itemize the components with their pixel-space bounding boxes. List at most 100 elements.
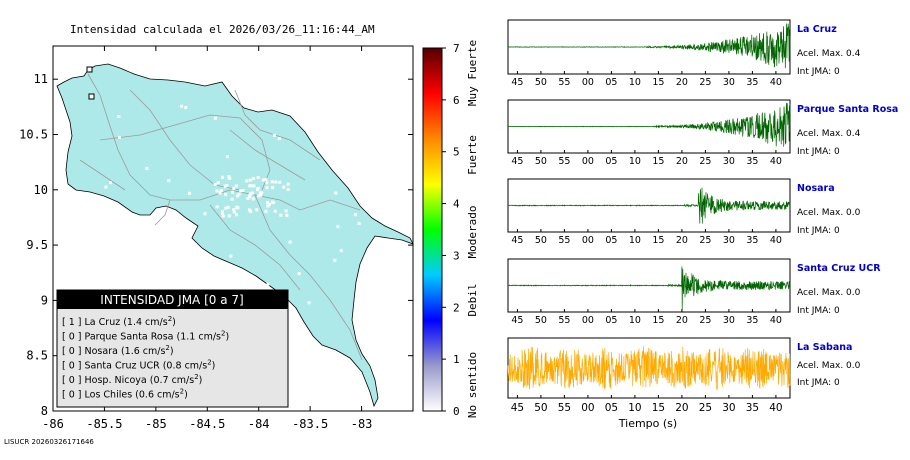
town-marker [216, 262, 220, 266]
trace-x-tick-label: 45 [511, 402, 524, 414]
trace-x-tick-label: 40 [769, 402, 782, 414]
town-marker [252, 177, 256, 181]
town-marker [265, 181, 269, 185]
town-marker [336, 225, 340, 229]
station-intensity: Int JMA: 0 [797, 306, 840, 316]
town-marker [288, 240, 292, 244]
map-legend: INTENSIDAD JMA [0 a 7] [ 1 ] La Cruz (1.… [56, 289, 289, 408]
trace-x-tick-label: 35 [746, 77, 758, 88]
trace-line [508, 102, 791, 147]
station-intensity: Int JMA: 0 [797, 67, 840, 77]
station-accel: Acel. Max. 0.4 [797, 49, 861, 59]
trace-x-tick-label: 50 [534, 402, 547, 414]
trace-x-tick-label: 20 [676, 235, 688, 246]
map-y-tick-label: 10.5 [19, 127, 48, 141]
colorbar-class-label: Debil [466, 283, 479, 316]
trace-x-tick-label: 25 [699, 77, 711, 88]
trace-x-tick-label: 00 [581, 402, 594, 414]
town-markers [103, 104, 361, 321]
map-y-tick-label: 8 [41, 404, 48, 418]
trace-panel: 45 50 55 00 05 10 15 20 25 30 35 40 Santa Cruz UCR Ac… [507, 258, 881, 326]
station-intensity: Int JMA: 0 [797, 147, 840, 157]
town-marker [180, 104, 183, 108]
town-marker [247, 194, 251, 198]
town-marker [234, 184, 238, 188]
town-marker [227, 175, 231, 178]
town-marker [144, 244, 148, 248]
town-marker [221, 175, 225, 179]
town-marker [248, 178, 252, 182]
town-marker [250, 184, 254, 188]
town-marker [266, 200, 270, 204]
town-marker [145, 166, 149, 170]
seismogram-panels: 45 50 55 00 05 10 15 20 25 30 35 40 La Cruz Acel. Max… [507, 19, 898, 414]
map-x-tick-label: -86 [42, 417, 64, 431]
trace-x-tick-label: 30 [723, 156, 735, 167]
town-marker [232, 208, 236, 212]
town-marker [286, 188, 290, 191]
town-marker [235, 205, 239, 209]
town-marker [259, 193, 263, 197]
trace-x-tick-label: 20 [676, 156, 688, 167]
page-title: Intensidad calculada el 2026/03/26_11:16… [70, 23, 375, 36]
trace-x-tick-label: 50 [535, 156, 547, 167]
station-accel: Acel. Max. 0.0 [797, 208, 861, 218]
trace-x-tick-label: 00 [582, 315, 594, 326]
legend-item: [ 0 ] Los Chiles (0.6 cm/s2) [62, 388, 188, 401]
town-marker [257, 194, 260, 198]
trace-x-tick-label: 10 [629, 77, 641, 88]
town-marker [225, 155, 229, 159]
town-marker [248, 184, 252, 188]
trace-x-tick-label: 15 [652, 235, 664, 246]
colorbar-tick-label: 0 [453, 405, 460, 418]
map-x-tick-label: -85 [145, 417, 167, 431]
trace-x-tick-label: 30 [722, 402, 735, 414]
town-marker [225, 184, 229, 187]
station-accel: Acel. Max. 0.0 [797, 361, 861, 371]
town-marker [213, 116, 217, 120]
town-marker [319, 139, 323, 143]
station-name: La Sabana [797, 342, 852, 353]
legend-item: [ 0 ] Santa Cruz UCR (0.8 cm/s2) [62, 359, 215, 372]
town-marker [264, 178, 268, 182]
legend-item: [ 1 ] La Cruz (1.4 cm/s2) [62, 315, 176, 328]
town-marker [249, 209, 253, 213]
trace-x-tick-label: 50 [535, 77, 547, 88]
trace-x-tick-label: 35 [746, 235, 758, 246]
trace-panel: 45 50 55 00 05 10 15 20 25 30 35 40 Nosara Acel. Max.… [507, 178, 861, 246]
map-y-tick-label: 9 [41, 293, 48, 307]
map-y-axis: 11 10.5 10 9.5 9 8.5 8 [19, 72, 413, 418]
trace-x-tick-label: 10 [628, 402, 641, 414]
town-marker [273, 209, 277, 213]
station-intensity: Int JMA: 0 [797, 378, 840, 388]
trace-x-tick-label: 10 [629, 156, 641, 167]
colorbar-class-label: Moderado [466, 206, 479, 259]
town-marker [333, 258, 337, 262]
town-marker [227, 214, 231, 218]
town-marker [117, 115, 121, 118]
map-x-tick-label: -83.5 [292, 417, 328, 431]
town-marker [236, 194, 239, 198]
trace-x-tick-label: 20 [676, 77, 688, 88]
trace-line [507, 23, 791, 70]
town-marker [278, 180, 282, 184]
trace-x-tick-label: 25 [699, 235, 711, 246]
town-marker [220, 210, 224, 214]
town-marker [224, 192, 228, 196]
trace-line [507, 346, 791, 391]
town-marker [231, 190, 235, 194]
trace-x-tick-label: 55 [558, 235, 570, 246]
trace-x-tick-label: 25 [699, 315, 711, 326]
colorbar-tick-label: 2 [453, 301, 460, 314]
road-network [79, 73, 363, 361]
trace-x-tick-label: 05 [605, 235, 617, 246]
colorbar-class-label: Muy Fuerte [466, 40, 479, 106]
town-marker [285, 213, 289, 217]
trace-panel: 45 50 55 00 05 10 15 20 25 30 35 40 Parque Santa Ros… [507, 99, 898, 167]
trace-x-tick-label: 10 [629, 235, 641, 246]
town-marker [226, 205, 230, 209]
town-marker [274, 180, 278, 184]
town-marker [252, 184, 256, 188]
trace-x-tick-label: 35 [746, 315, 758, 326]
town-marker [203, 212, 207, 216]
